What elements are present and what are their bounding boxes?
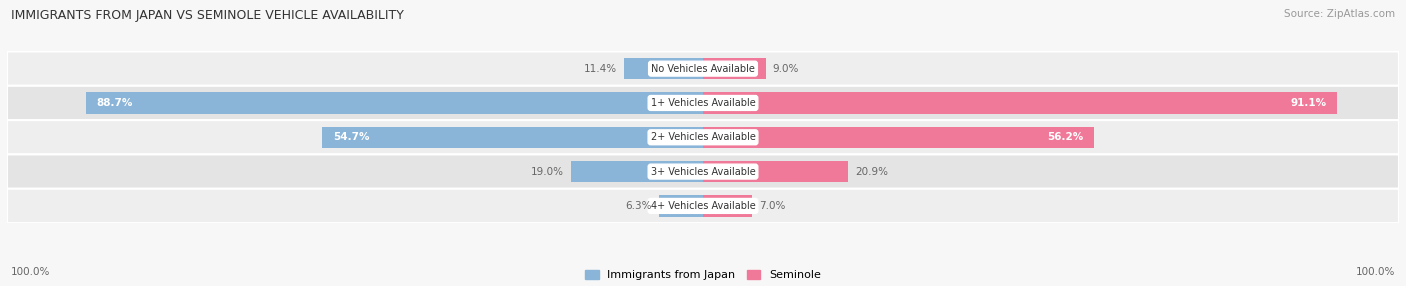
Text: 91.1%: 91.1% <box>1291 98 1327 108</box>
Text: 88.7%: 88.7% <box>96 98 132 108</box>
Bar <box>703 92 1337 114</box>
Text: 56.2%: 56.2% <box>1047 132 1084 142</box>
Text: 54.7%: 54.7% <box>333 132 370 142</box>
Text: 3+ Vehicles Available: 3+ Vehicles Available <box>651 167 755 176</box>
Bar <box>571 161 703 182</box>
Text: 11.4%: 11.4% <box>583 64 617 74</box>
Bar <box>703 127 1094 148</box>
Bar <box>703 58 766 79</box>
FancyBboxPatch shape <box>7 51 1399 86</box>
Text: 9.0%: 9.0% <box>773 64 799 74</box>
Legend: Immigrants from Japan, Seminole: Immigrants from Japan, Seminole <box>585 270 821 281</box>
Text: 20.9%: 20.9% <box>855 167 889 176</box>
Text: 19.0%: 19.0% <box>531 167 564 176</box>
Bar <box>659 195 703 217</box>
Text: 100.0%: 100.0% <box>1355 267 1395 277</box>
Text: 1+ Vehicles Available: 1+ Vehicles Available <box>651 98 755 108</box>
FancyBboxPatch shape <box>7 120 1399 154</box>
FancyBboxPatch shape <box>7 189 1399 223</box>
Bar <box>703 161 848 182</box>
Text: 100.0%: 100.0% <box>11 267 51 277</box>
Text: 4+ Vehicles Available: 4+ Vehicles Available <box>651 201 755 211</box>
Bar <box>703 195 752 217</box>
Bar <box>86 92 703 114</box>
Text: Source: ZipAtlas.com: Source: ZipAtlas.com <box>1284 9 1395 19</box>
Text: No Vehicles Available: No Vehicles Available <box>651 64 755 74</box>
Text: 2+ Vehicles Available: 2+ Vehicles Available <box>651 132 755 142</box>
Bar <box>322 127 703 148</box>
FancyBboxPatch shape <box>7 154 1399 189</box>
Bar <box>624 58 703 79</box>
FancyBboxPatch shape <box>7 86 1399 120</box>
Text: 7.0%: 7.0% <box>759 201 785 211</box>
Text: IMMIGRANTS FROM JAPAN VS SEMINOLE VEHICLE AVAILABILITY: IMMIGRANTS FROM JAPAN VS SEMINOLE VEHICL… <box>11 9 404 21</box>
Text: 6.3%: 6.3% <box>626 201 652 211</box>
